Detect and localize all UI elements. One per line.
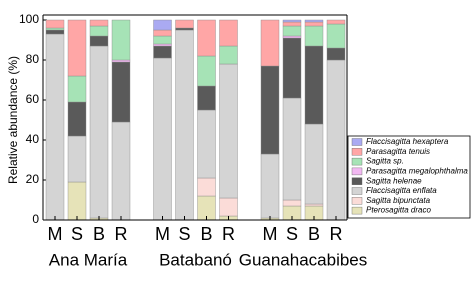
x-tick-label: S xyxy=(286,224,298,244)
bar-segment xyxy=(260,65,280,155)
bar-segment xyxy=(260,19,280,67)
legend-swatch xyxy=(351,167,363,176)
bar-segment xyxy=(153,29,172,37)
bar-segment xyxy=(219,45,238,65)
y-axis-label: Relative abundance (%) xyxy=(6,56,20,184)
bar-segment xyxy=(282,21,302,27)
legend-label: Sagitta bipunctata xyxy=(366,196,431,205)
y-tick-label: 80 xyxy=(26,52,40,66)
legend-swatch xyxy=(351,148,363,156)
legend-swatch xyxy=(351,187,363,195)
legend-label: Parasagitta megalophthalma xyxy=(366,167,468,176)
y-tick-label: 100 xyxy=(19,12,39,26)
group-label: Batabanó xyxy=(159,250,232,269)
x-tick-label: M xyxy=(155,224,170,244)
bar-segment xyxy=(153,57,172,221)
bar-segment xyxy=(304,19,324,23)
bar-segment xyxy=(153,19,172,31)
bar-segment xyxy=(153,35,172,45)
bar-segment xyxy=(111,61,131,123)
bar-segment xyxy=(67,101,87,137)
bar-segment xyxy=(197,109,216,179)
bar-segment xyxy=(282,35,302,39)
bar-segment xyxy=(282,199,302,207)
bar-segment xyxy=(45,33,65,221)
x-tick-label: B xyxy=(200,224,212,244)
bar-segment xyxy=(219,63,238,199)
bar-segment xyxy=(326,47,346,61)
bar-segment xyxy=(282,97,302,201)
bar-segment xyxy=(304,203,324,207)
bar-segment xyxy=(282,25,302,37)
x-tick-label: B xyxy=(93,224,105,244)
x-tick-label: B xyxy=(308,224,320,244)
y-tick-label: 60 xyxy=(26,92,40,106)
bar-segment xyxy=(175,19,194,29)
bar-segment xyxy=(111,59,131,63)
bar-segment xyxy=(111,19,131,61)
bar-segment xyxy=(326,19,346,25)
bar-segment xyxy=(89,25,109,37)
bar-segment xyxy=(67,75,87,103)
bar-segment xyxy=(197,55,216,87)
bar-segment xyxy=(89,45,109,219)
bar-segment xyxy=(304,123,324,205)
y-tick-label: 0 xyxy=(32,212,39,226)
x-tick-label: R xyxy=(115,224,128,244)
bar-segment xyxy=(304,25,324,47)
bar-segment xyxy=(89,19,109,27)
bar-segment xyxy=(45,19,65,29)
legend-label: Flaccisagitta enflata xyxy=(366,186,437,195)
legend-swatch xyxy=(351,138,363,146)
bar-segment xyxy=(175,27,194,31)
legend-label: Sagitta sp. xyxy=(366,157,404,166)
y-tick-label: 20 xyxy=(26,172,40,186)
bar-segment xyxy=(197,19,216,57)
bar-segment xyxy=(45,27,65,31)
bar-segment xyxy=(260,153,280,219)
bar-segment xyxy=(282,37,302,99)
x-tick-label: M xyxy=(263,224,278,244)
legend-swatch xyxy=(351,157,363,166)
y-tick-label: 40 xyxy=(26,132,40,146)
bar-segment xyxy=(282,19,302,23)
legend-swatch xyxy=(351,197,363,205)
bar-segment xyxy=(153,45,172,59)
bar-segment xyxy=(219,19,238,47)
group-label: Ana María xyxy=(49,250,128,269)
bar-segment xyxy=(219,197,238,217)
bar-segment xyxy=(304,45,324,125)
x-tick-label: R xyxy=(330,224,343,244)
bar-segment xyxy=(89,35,109,47)
bar-segment xyxy=(67,181,87,221)
bar-segment xyxy=(326,23,346,49)
x-tick-label: R xyxy=(222,224,235,244)
legend-label: Flaccisagitta hexaptera xyxy=(366,137,449,146)
x-tick-label: S xyxy=(71,224,83,244)
legend-box xyxy=(347,135,471,219)
legend-label: Sagitta helenae xyxy=(366,176,422,185)
bar-segment xyxy=(45,29,65,35)
bar-segment xyxy=(153,43,172,47)
bar-segment xyxy=(304,21,324,27)
group-label: Guanahacabibes xyxy=(239,250,368,269)
bar-segment xyxy=(197,177,216,197)
x-tick-label: M xyxy=(48,224,63,244)
bar-segment xyxy=(67,19,87,77)
bar-segment xyxy=(175,29,194,221)
bar-segment xyxy=(197,85,216,111)
bar-segment xyxy=(111,121,131,221)
legend-swatch xyxy=(351,206,363,215)
bar-segment xyxy=(67,135,87,183)
legend-swatch xyxy=(351,177,363,185)
x-tick-label: S xyxy=(178,224,190,244)
bar-segment xyxy=(326,59,346,221)
legend-label: Pterosagitta draco xyxy=(366,206,431,215)
legend-label: Parasagitta tenuis xyxy=(366,147,430,156)
